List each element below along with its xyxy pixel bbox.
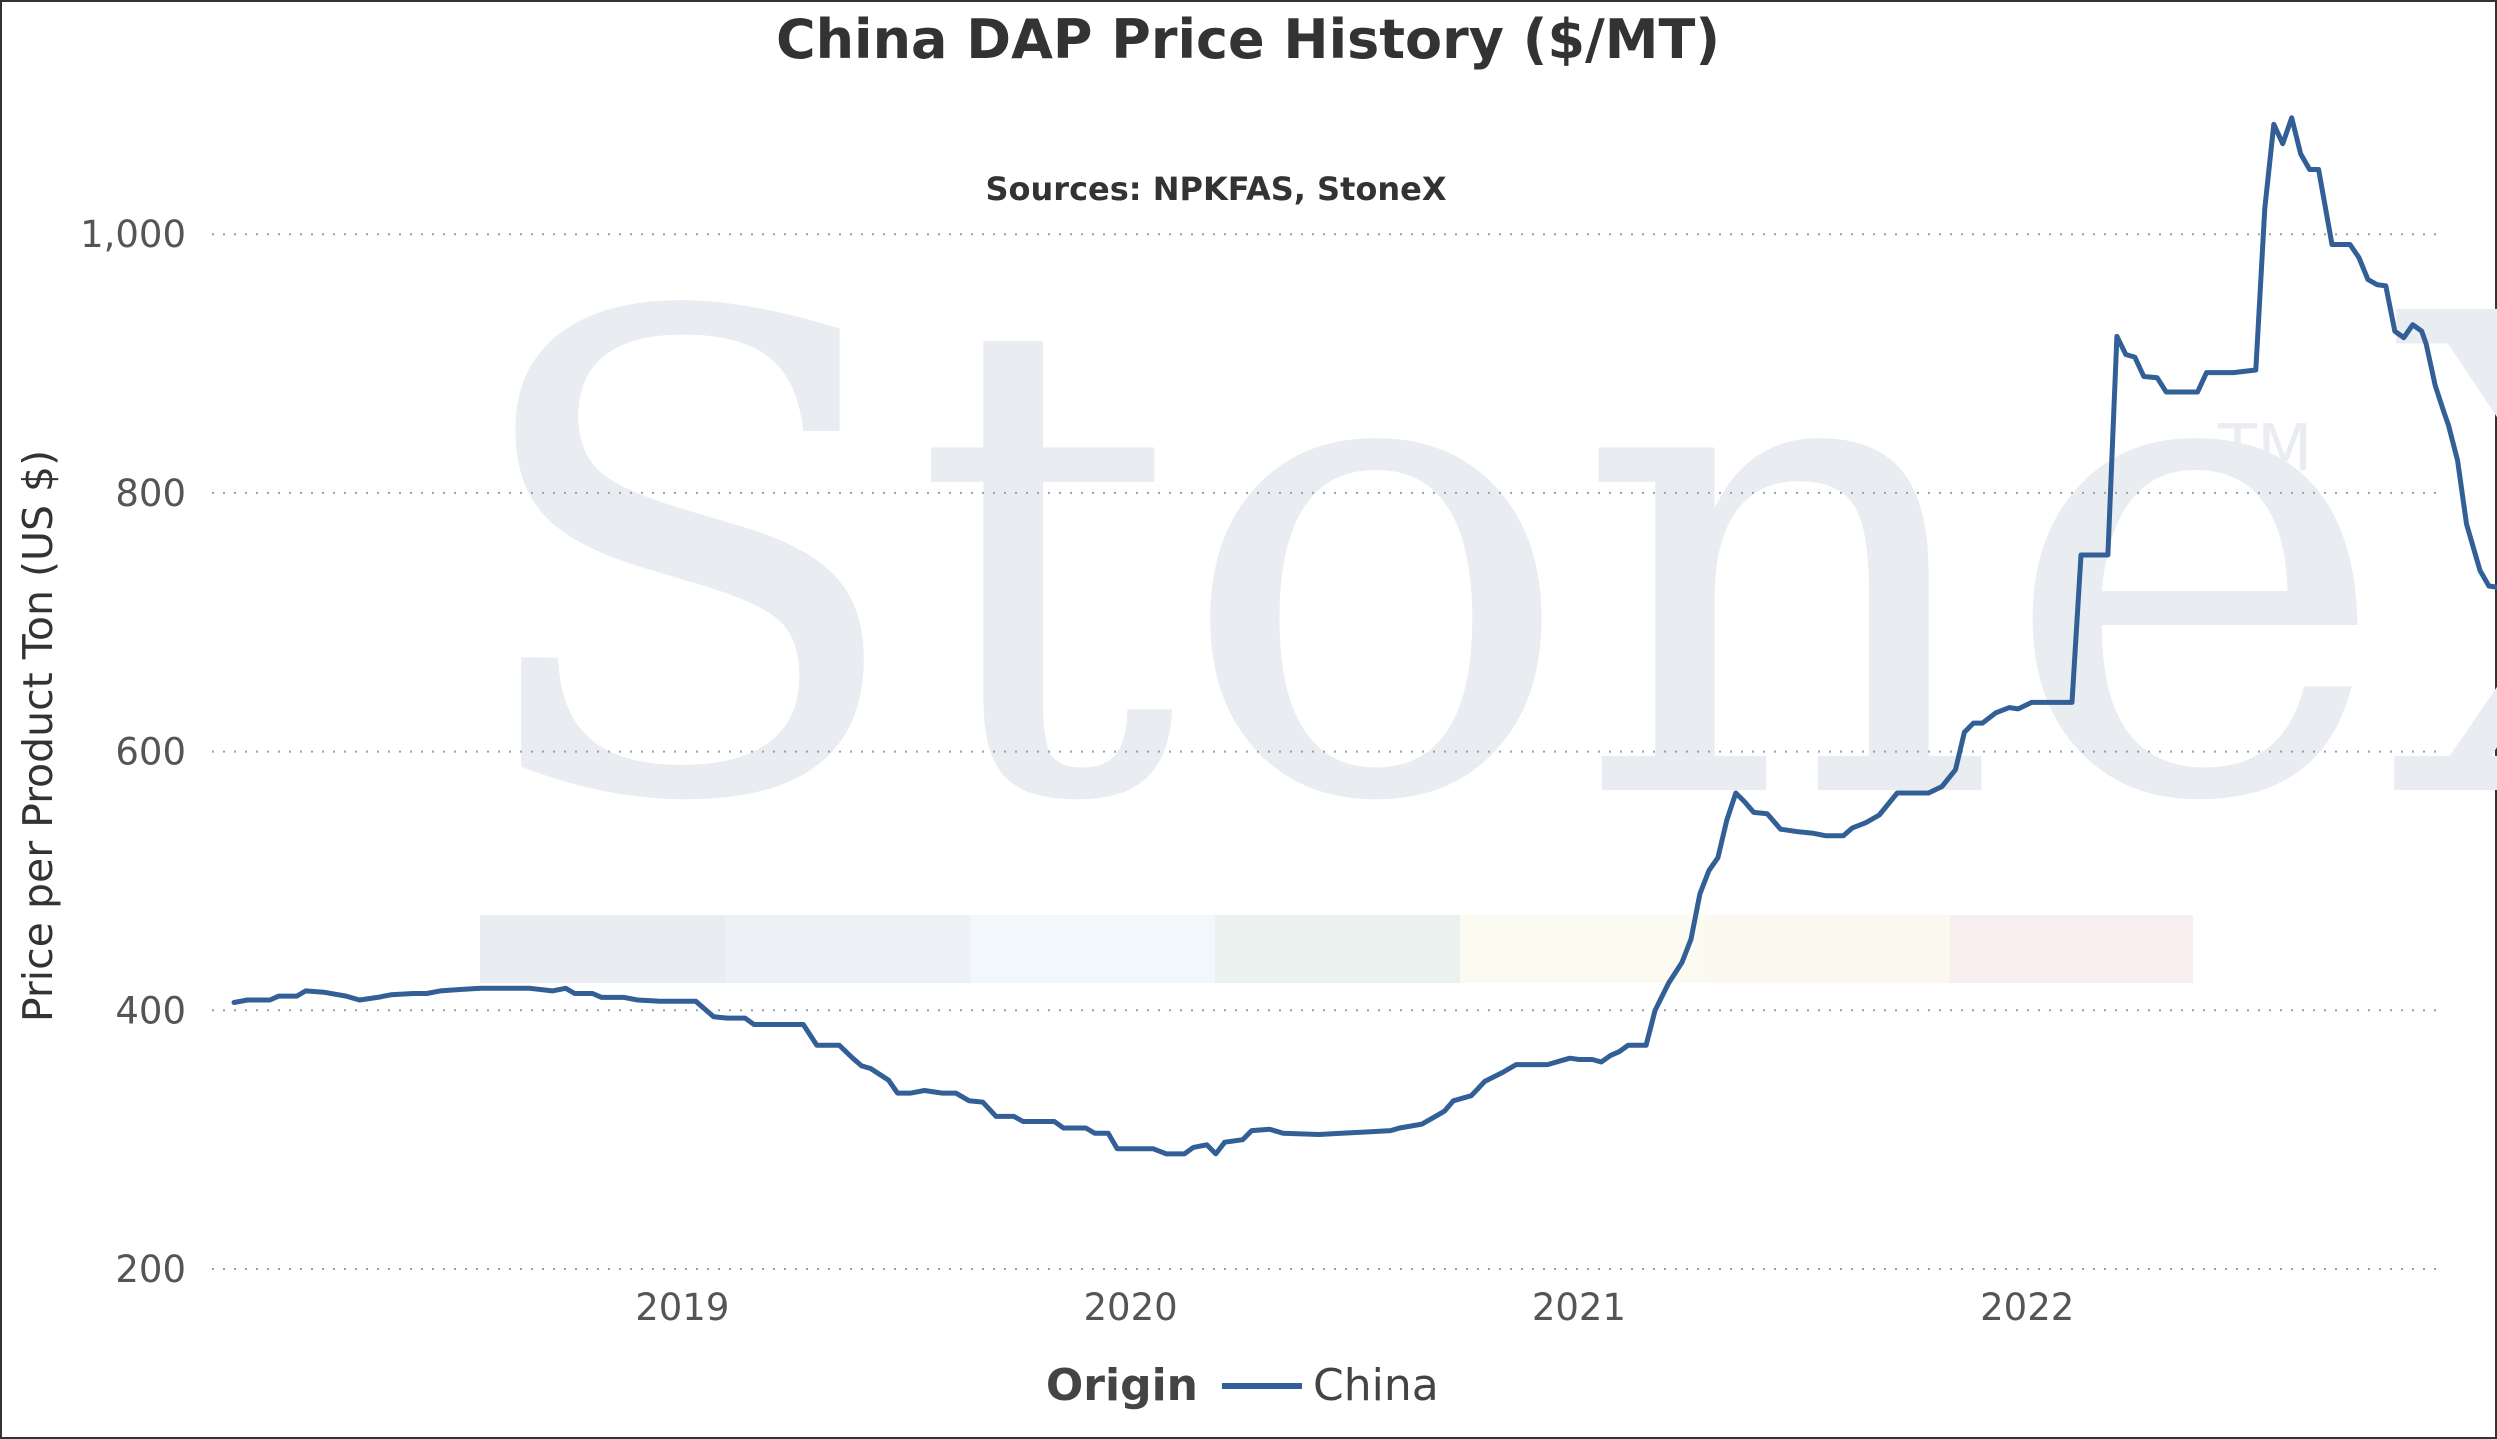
watermark-text: StoneX xyxy=(460,177,2497,946)
x-tick-label-2022: 2022 xyxy=(1980,1286,2074,1329)
watermark-tm: TM xyxy=(2217,412,2312,486)
watermark-band-1 xyxy=(480,915,725,983)
stonex-watermark: StoneX TM xyxy=(460,177,2497,983)
y-tick-label-800: 800 xyxy=(115,472,186,515)
y-axis-label: Price per Product Ton (US $) xyxy=(14,450,62,1022)
x-axis-ticks: 2019 2020 2021 2022 xyxy=(635,1286,2074,1329)
chart-title: China DAP Price History ($/MT) xyxy=(776,8,1720,71)
y-tick-label-600: 600 xyxy=(115,731,186,774)
watermark-band-7 xyxy=(1950,915,2193,983)
watermark-band-5 xyxy=(1460,915,1705,983)
legend[interactable]: Origin China xyxy=(1046,1360,1439,1411)
x-tick-label-2021: 2021 xyxy=(1532,1286,1626,1329)
y-tick-label-400: 400 xyxy=(115,989,186,1032)
watermark-band-4 xyxy=(1215,915,1460,983)
legend-entry-china[interactable]: China xyxy=(1313,1360,1439,1411)
chart-subtitle: Sources: NPKFAS, StoneX xyxy=(985,170,1446,208)
series-group xyxy=(231,115,2497,1157)
watermark-band-2 xyxy=(725,915,970,983)
legend-title: Origin xyxy=(1046,1360,1198,1411)
y-tick-label-200: 200 xyxy=(115,1248,186,1291)
watermark-band-6 xyxy=(1705,915,1950,983)
watermark-band-3 xyxy=(970,915,1215,983)
x-tick-label-2020: 2020 xyxy=(1084,1286,1178,1329)
y-axis-ticks: 200 400 600 800 1,000 xyxy=(80,213,186,1291)
y-tick-label-1000: 1,000 xyxy=(80,213,186,256)
series-line-china xyxy=(231,115,2497,1157)
x-tick-label-2019: 2019 xyxy=(635,1286,729,1329)
